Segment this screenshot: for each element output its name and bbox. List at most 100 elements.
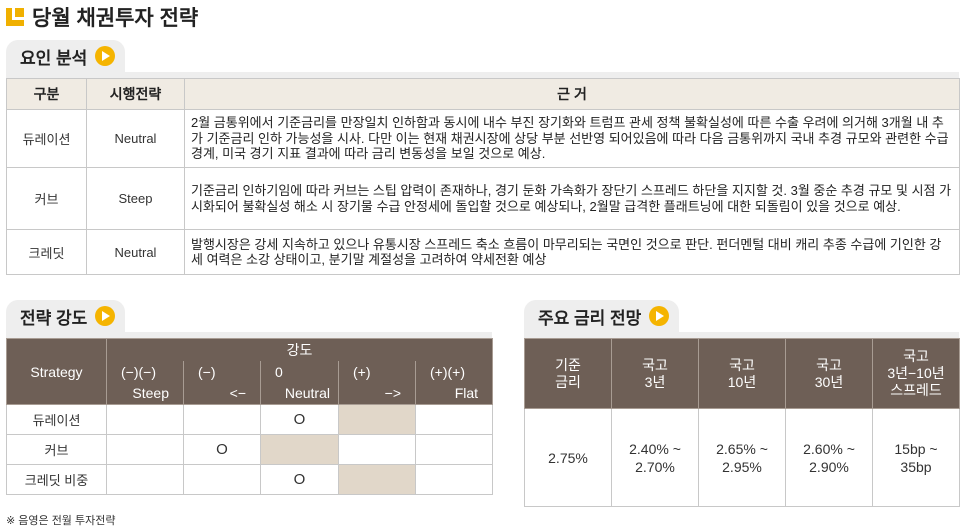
rate-header-line: 기준 (555, 356, 581, 373)
strength-row-label: 크레딧 비중 (6, 464, 107, 495)
header-intensity: 강도 (105, 338, 494, 361)
rate-value-cell: 15bp ~35bp (872, 408, 960, 507)
factor-section-tab: 요인 분석 (6, 40, 126, 72)
factor-table: 구분 시행전략 근 거 듀레이션 Neutral 2월 금통위에서 기준금리를 … (6, 78, 960, 275)
page-title: 당월 채권투자 전략 (6, 4, 198, 30)
header-category: 구분 (6, 78, 87, 110)
strength-cell: O (260, 464, 339, 495)
rate-value-line: 2.60% ~ (803, 440, 855, 457)
strength-cell (106, 464, 184, 495)
rate-value-line: 2.65% ~ (716, 440, 768, 457)
col-top-label: (−)(−) (106, 360, 184, 383)
factor-section-bar (6, 72, 959, 78)
title-bullet-icon (6, 8, 24, 26)
table-row: 듀레이션 Neutral 2월 금통위에서 기준금리를 만장일치 인하함과 동시… (6, 109, 960, 168)
col-bottom-label: −> (338, 382, 416, 405)
rate-header-cell: 기준 금리 (524, 338, 612, 409)
rate-value-cell: 2.65% ~2.95% (698, 408, 786, 507)
rate-value-cell: 2.75% (524, 408, 612, 507)
strength-cell: O (260, 404, 339, 435)
rate-section-heading: 주요 금리 전망 (538, 308, 642, 328)
rate-value-line: 2.90% (809, 458, 849, 475)
col-bottom-label: Steep (106, 382, 184, 405)
strength-cell (338, 434, 416, 465)
rate-value-line: 15bp ~ (894, 440, 938, 457)
rate-header-cell: 국고 3년−10년 스프레드 (872, 338, 960, 409)
rate-header-line: 30년 (814, 373, 844, 390)
rate-header-line: 국고 (642, 356, 668, 373)
row-category: 크레딧 (6, 229, 87, 275)
rate-header-line: 스프레드 (890, 382, 942, 398)
table-row: 크레딧 비중 O (6, 464, 494, 495)
strength-cell (183, 464, 261, 495)
col-top-label: (+)(+) (414, 360, 494, 383)
factor-header-row: 구분 시행전략 근 거 (6, 78, 960, 110)
strength-cell: O (183, 434, 261, 465)
rate-value-line: 2.95% (722, 458, 762, 475)
strength-header-row-1: Strategy 강도 (6, 338, 494, 405)
strength-cell (414, 434, 494, 465)
footnote: ※ 음영은 전월 투자전략 (6, 515, 116, 527)
rate-section-bar (524, 332, 959, 338)
row-reason: 발행시장은 강세 지속하고 있으나 유통시장 스프레드 축소 흐름이 마무리되는… (184, 229, 960, 275)
table-row: 크레딧 Neutral 발행시장은 강세 지속하고 있으나 유통시장 스프레드 … (6, 229, 960, 275)
rate-value-cell: 2.40% ~2.70% (611, 408, 699, 507)
row-reason: 기준금리 인하기임에 따라 커브는 스팁 압력이 존재하나, 경기 둔화 가속화… (184, 167, 960, 230)
rate-value-cell: 2.60% ~2.90% (785, 408, 873, 507)
rate-header-row: 기준 금리 국고 3년 국고 10년 국고 30년 국고 3년−10년 스프레드 (524, 338, 960, 409)
strength-cell (106, 434, 184, 465)
row-category: 듀레이션 (6, 109, 87, 168)
col-bottom-label: Flat (414, 382, 494, 405)
strength-cell (260, 434, 339, 465)
play-arrow-icon[interactable] (95, 306, 116, 326)
strength-cell (338, 464, 416, 495)
row-strategy: Steep (86, 167, 185, 230)
row-category: 커브 (6, 167, 87, 230)
rate-header-line: 3년−10년 (887, 365, 945, 381)
play-arrow-icon[interactable] (95, 46, 116, 66)
col-top-label: (−) (183, 360, 261, 383)
table-row: 듀레이션 O (6, 404, 494, 435)
strength-section-tab: 전략 강도 (6, 300, 126, 332)
header-strategy: Strategy (6, 338, 107, 405)
rate-header-line: 국고 (903, 348, 929, 364)
col-top-label: 0 (260, 360, 339, 383)
rate-header-cell: 국고 10년 (698, 338, 786, 409)
strength-section-bar (6, 332, 492, 338)
rate-header-line: 국고 (816, 356, 842, 373)
rate-header-line: 국고 (729, 356, 755, 373)
strength-row-label: 커브 (6, 434, 107, 465)
rate-section-tab: 주요 금리 전망 (524, 300, 680, 332)
strength-header-row-3: Steep <− Neutral −> Flat (7, 382, 494, 405)
rate-header-line: 금리 (555, 373, 581, 390)
header-reason: 근 거 (184, 78, 960, 110)
table-row: 커브 O (6, 434, 494, 465)
strength-row-label: 듀레이션 (6, 404, 107, 435)
rate-value-line: 2.75% (548, 449, 588, 466)
col-top-label: (+) (338, 360, 416, 383)
rate-table: 기준 금리 국고 3년 국고 10년 국고 30년 국고 3년−10년 스프레드 2.75% 2.40… (524, 338, 960, 507)
strength-cell (338, 404, 416, 435)
strength-header-row-2: (−)(−) (−) 0 (+) (+)(+) (7, 360, 494, 383)
row-strategy: Neutral (86, 229, 185, 275)
rate-header-cell: 국고 30년 (785, 338, 873, 409)
rate-header-line: 3년 (644, 373, 666, 390)
col-bottom-label: <− (183, 382, 261, 405)
rate-value-line: 2.70% (635, 458, 675, 475)
strength-cell (414, 464, 494, 495)
col-bottom-label: Neutral (260, 382, 339, 405)
strength-table: Strategy 강도 (−)(−) (−) 0 (+) (+)(+) Stee… (6, 338, 494, 495)
rate-value-line: 35bp (900, 458, 932, 475)
strength-cell (183, 404, 261, 435)
page-title-text: 당월 채권투자 전략 (32, 7, 199, 30)
table-row: 커브 Steep 기준금리 인하기임에 따라 커브는 스팁 압력이 존재하나, … (6, 167, 960, 230)
row-strategy: Neutral (86, 109, 185, 168)
rate-header-line: 10년 (727, 373, 757, 390)
play-arrow-icon[interactable] (649, 306, 670, 326)
row-reason: 2월 금통위에서 기준금리를 만장일치 인하함과 동시에 내수 부진 장기화와 … (184, 109, 960, 168)
rate-value-row: 2.75% 2.40% ~2.70% 2.65% ~2.95% 2.60% ~2.90… (524, 408, 960, 507)
rate-value-line: 2.40% ~ (629, 440, 681, 457)
strength-cell (106, 404, 184, 435)
strength-section-heading: 전략 강도 (20, 308, 88, 328)
header-strategy: 시행전략 (86, 78, 185, 110)
